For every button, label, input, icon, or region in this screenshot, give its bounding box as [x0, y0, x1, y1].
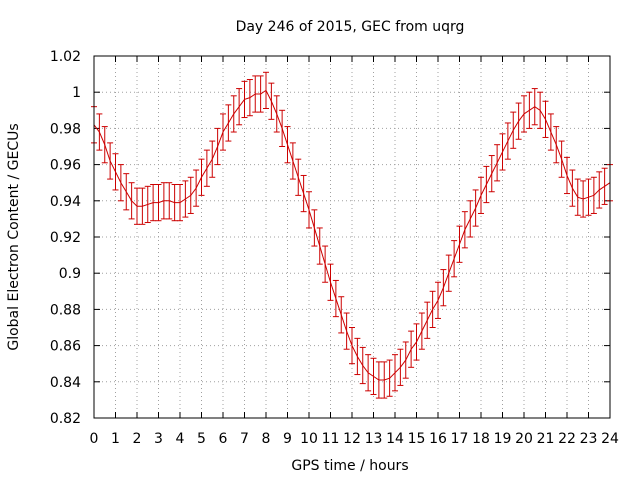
- x-tick-label: 3: [154, 431, 163, 447]
- y-tick-label: 0.92: [50, 230, 81, 246]
- x-tick-label: 13: [365, 431, 383, 447]
- x-tick-label: 11: [322, 431, 340, 447]
- y-tick-label: 0.84: [50, 375, 81, 391]
- x-tick-label: 8: [262, 431, 271, 447]
- x-tick-label: 20: [515, 431, 533, 447]
- gec-series: [91, 71, 613, 399]
- y-tick-labels: 0.82 0.84 0.86 0.88 0.9 0.92 0.94 0.96 0.98 1 1.02: [50, 49, 81, 427]
- y-tick-label: 0.88: [50, 302, 81, 318]
- x-tick-label: 18: [472, 431, 490, 447]
- x-tick-label: 6: [219, 431, 228, 447]
- x-tick-label: 12: [343, 431, 361, 447]
- x-tick-label: 4: [176, 431, 185, 447]
- y-tick-label: 0.98: [50, 121, 81, 137]
- x-tick-label: 0: [90, 431, 99, 447]
- x-tick-label: 23: [580, 431, 598, 447]
- x-tick-label: 16: [429, 431, 447, 447]
- y-tick-label: 0.9: [59, 266, 81, 282]
- y-tick-label: 1.02: [50, 49, 81, 65]
- x-tick-label: 2: [133, 431, 142, 447]
- y-tick-label: 0.96: [50, 158, 81, 174]
- x-tick-label: 24: [601, 431, 619, 447]
- y-tick-label: 1: [72, 85, 81, 101]
- x-tick-label: 1: [111, 431, 120, 447]
- y-tick-label: 0.94: [50, 194, 81, 210]
- x-tick-label: 10: [300, 431, 318, 447]
- y-tick-label: 0.82: [50, 411, 81, 427]
- x-tick-label: 17: [451, 431, 469, 447]
- x-tick-labels: 0 1 2 3 4 5 6 7 8 9 10 11 12 13 14 15 16 17 18 19 20 21 22 23 24: [90, 431, 619, 447]
- x-tick-label: 22: [558, 431, 576, 447]
- gec-line: [93, 89, 611, 381]
- x-tick-label: 15: [408, 431, 426, 447]
- x-tick-label: 21: [537, 431, 555, 447]
- y-axis-label: Global Electron Content / GECUs: [6, 123, 22, 350]
- x-tick-label: 9: [283, 431, 292, 447]
- chart-title: Day 246 of 2015, GEC from uqrg: [236, 19, 465, 35]
- x-axis-label: GPS time / hours: [291, 458, 408, 474]
- x-tick-label: 5: [197, 431, 206, 447]
- plot-frame: [93, 55, 611, 419]
- y-tick-label: 0.86: [50, 339, 81, 355]
- x-tick-label: 14: [386, 431, 404, 447]
- x-tick-label: 7: [240, 431, 249, 447]
- x-tick-label: 19: [494, 431, 512, 447]
